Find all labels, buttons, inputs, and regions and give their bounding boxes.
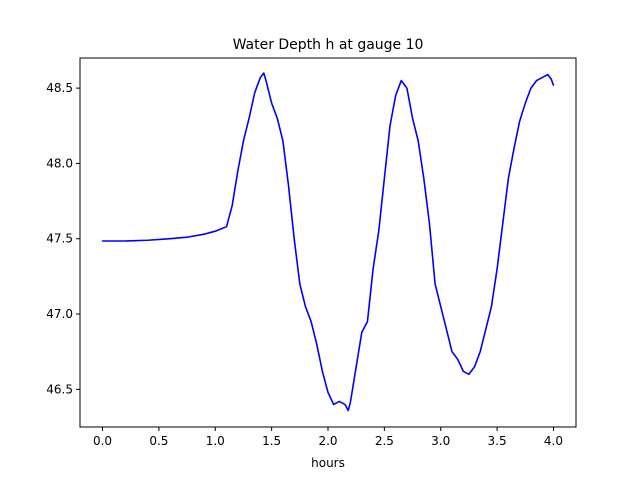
y-tick-label: 46.5 [46,382,73,396]
x-tick-label: 2.5 [375,434,394,448]
chart-title: Water Depth h at gauge 10 [233,37,424,53]
plot-area [101,72,555,412]
x-tick-label: 0.0 [93,434,112,448]
series-line-0 [101,72,555,412]
x-tick-label: 2.0 [318,434,337,448]
x-tick-label: 3.0 [431,434,450,448]
y-tick-label: 47.5 [46,232,73,246]
x-tick-label: 3.5 [488,434,507,448]
x-axis-label: hours [311,456,345,470]
x-tick-label: 4.0 [544,434,563,448]
y-tick-label: 48.5 [46,81,73,95]
y-tick-label: 47.0 [46,307,73,321]
plot-frame [79,57,577,428]
x-tick-label: 1.5 [262,434,281,448]
x-tick-label: 1.0 [206,434,225,448]
x-tick-label: 0.5 [149,434,168,448]
y-tick-label: 48.0 [46,156,73,170]
x-axis: 0.0 0.5 1.0 1.5 2.0 2.5 3.0 3.5 4.0 [93,427,563,448]
y-axis: 46.5 47.0 47.5 48.0 48.5 [46,81,80,396]
